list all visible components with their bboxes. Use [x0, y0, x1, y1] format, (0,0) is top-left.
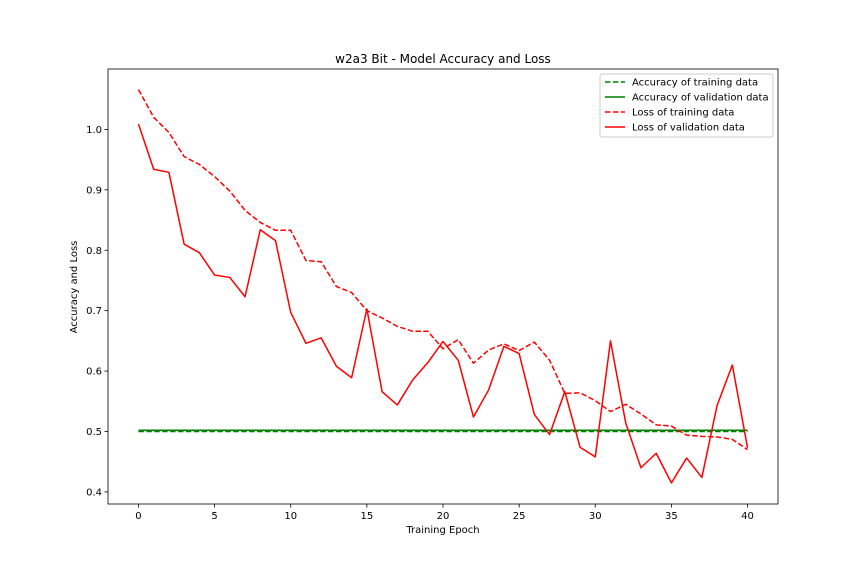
legend-entry-label: Loss of validation data — [632, 123, 745, 134]
legend-entry-label: Accuracy of training data — [632, 78, 758, 89]
x-tick-label: 10 — [284, 511, 297, 522]
legend: Accuracy of training data Accuracy of val… — [599, 73, 774, 138]
y-tick-label: 0.7 — [86, 306, 102, 317]
x-tick-label: 0 — [135, 511, 141, 522]
y-tick-label: 0.5 — [86, 427, 102, 438]
y-tick-label: 1.0 — [86, 125, 102, 136]
y-tick-label: 0.8 — [86, 246, 102, 257]
x-tick-label: 30 — [589, 511, 602, 522]
series-layer — [137, 89, 749, 484]
legend-entry-label: Accuracy of validation data — [632, 93, 769, 104]
x-tick-label: 15 — [360, 511, 373, 522]
legend-entry-label: Loss of training data — [632, 108, 734, 119]
x-tick-label: 35 — [665, 511, 678, 522]
x-axis-label: Training Epoch — [405, 525, 479, 536]
x-tick-label: 20 — [437, 511, 450, 522]
chart-title: w2a3 Bit - Model Accuracy and Loss — [335, 52, 551, 66]
y-axis-label: Accuracy and Loss — [69, 241, 80, 334]
x-tick-label: 40 — [741, 511, 754, 522]
x-tick-label: 5 — [211, 511, 217, 522]
x-axis-ticks: 0 5 10 15 20 25 30 35 40 — [135, 504, 754, 522]
series-line-loss-of-training-data — [137, 89, 748, 451]
y-tick-label: 0.9 — [86, 185, 102, 196]
series-line-loss-of-validation-data — [137, 123, 749, 484]
x-tick-label: 25 — [513, 511, 526, 522]
y-axis-ticks: 0.4 0.5 0.6 0.7 0.8 0.9 1.0 — [86, 125, 108, 498]
y-tick-label: 0.4 — [86, 487, 102, 498]
y-tick-label: 0.6 — [86, 367, 102, 378]
legend-box — [599, 73, 774, 138]
